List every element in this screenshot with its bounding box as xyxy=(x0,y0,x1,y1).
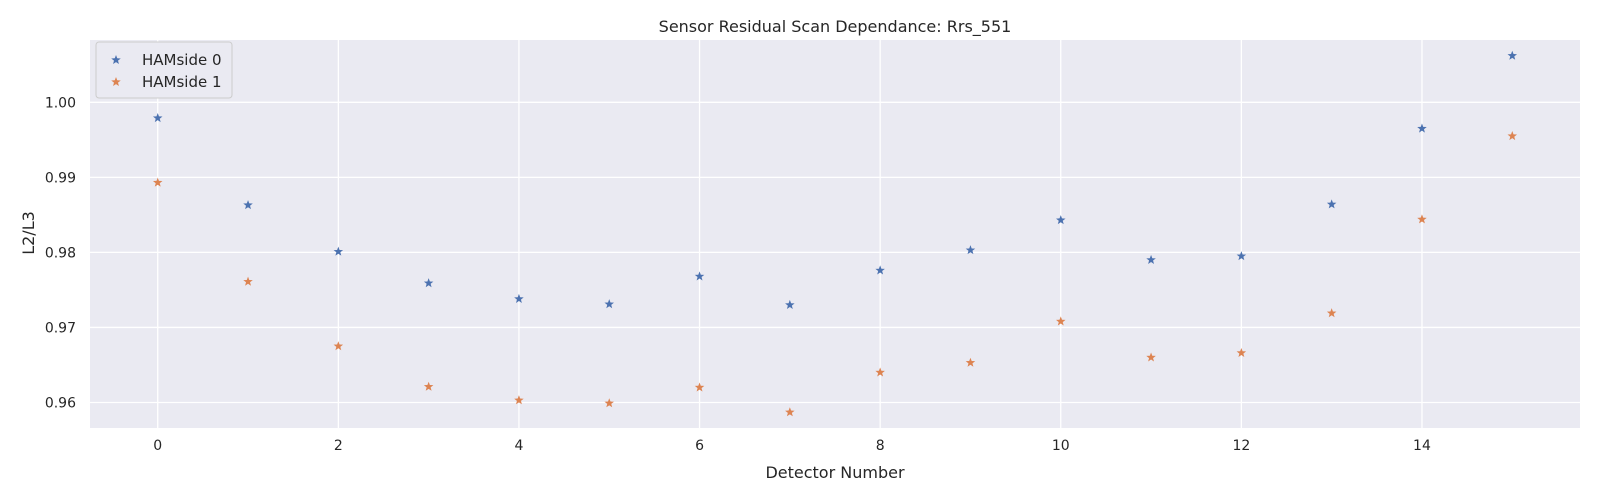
data-point-star xyxy=(333,246,344,256)
data-point-star xyxy=(152,177,163,187)
legend-marker-star xyxy=(111,77,121,87)
x-tick-label: 0 xyxy=(153,438,162,454)
data-point-star xyxy=(694,382,705,392)
x-tick-label: 10 xyxy=(1052,438,1070,454)
x-tick-label: 6 xyxy=(695,438,704,454)
data-point-star xyxy=(333,341,344,351)
data-point-star xyxy=(1326,308,1337,318)
x-tick-label: 12 xyxy=(1232,438,1250,454)
data-point-star xyxy=(423,381,434,391)
y-tick-label: 0.98 xyxy=(45,245,76,261)
data-point-star xyxy=(1056,215,1066,225)
legend-marker-star xyxy=(111,55,121,65)
data-point-star xyxy=(604,299,614,309)
x-tick-label: 14 xyxy=(1413,438,1431,454)
legend-box xyxy=(95,41,233,99)
data-point-star xyxy=(1417,214,1427,224)
data-point-star xyxy=(1507,131,1518,141)
data-points xyxy=(152,50,1518,417)
y-tick-label: 1.00 xyxy=(45,95,76,111)
series-1 xyxy=(152,131,1518,417)
x-axis-label: Detector Number xyxy=(765,463,905,482)
data-point-star xyxy=(1417,123,1427,133)
x-tick-label: 2 xyxy=(334,438,343,454)
data-point-star xyxy=(1146,254,1156,264)
x-tick-label: 4 xyxy=(514,438,523,454)
data-point-star xyxy=(1146,352,1156,362)
x-tick-label: 8 xyxy=(876,438,885,454)
chart-title: Sensor Residual Scan Dependance: Rrs_551 xyxy=(659,17,1012,37)
data-point-star xyxy=(243,200,253,210)
series-0 xyxy=(152,50,1518,309)
data-point-star xyxy=(875,265,885,275)
data-point-star xyxy=(243,276,253,286)
data-point-star xyxy=(423,278,434,288)
data-point-star xyxy=(1056,316,1066,326)
legend: HAMside 0 HAMside 1 xyxy=(95,41,233,99)
data-point-star xyxy=(785,407,795,417)
y-tick-label: 0.96 xyxy=(45,395,76,411)
data-point-star xyxy=(875,367,885,377)
data-point-star xyxy=(1236,251,1247,261)
data-point-star xyxy=(514,293,524,303)
data-point-star xyxy=(965,357,976,367)
data-point-star xyxy=(152,113,163,123)
data-point-star xyxy=(1507,50,1518,60)
data-point-star xyxy=(514,395,524,405)
data-point-star xyxy=(694,271,705,281)
y-tick-label: 0.99 xyxy=(45,170,76,186)
y-axis-ticks: 0.96 0.97 0.98 0.99 1.00 xyxy=(45,95,76,411)
plot-area xyxy=(90,40,1580,428)
y-tick-label: 0.97 xyxy=(45,320,76,336)
data-point-star xyxy=(785,299,795,309)
legend-label: HAMside 0 xyxy=(142,51,222,69)
legend-label: HAMside 1 xyxy=(142,73,222,91)
y-axis-label: L2/L3 xyxy=(19,211,38,255)
data-point-star xyxy=(1236,347,1247,357)
data-point-star xyxy=(1326,199,1337,209)
x-axis-ticks: 0 2 4 6 8 10 12 14 xyxy=(153,438,1431,454)
data-point-star xyxy=(965,245,976,255)
data-point-star xyxy=(604,398,614,408)
